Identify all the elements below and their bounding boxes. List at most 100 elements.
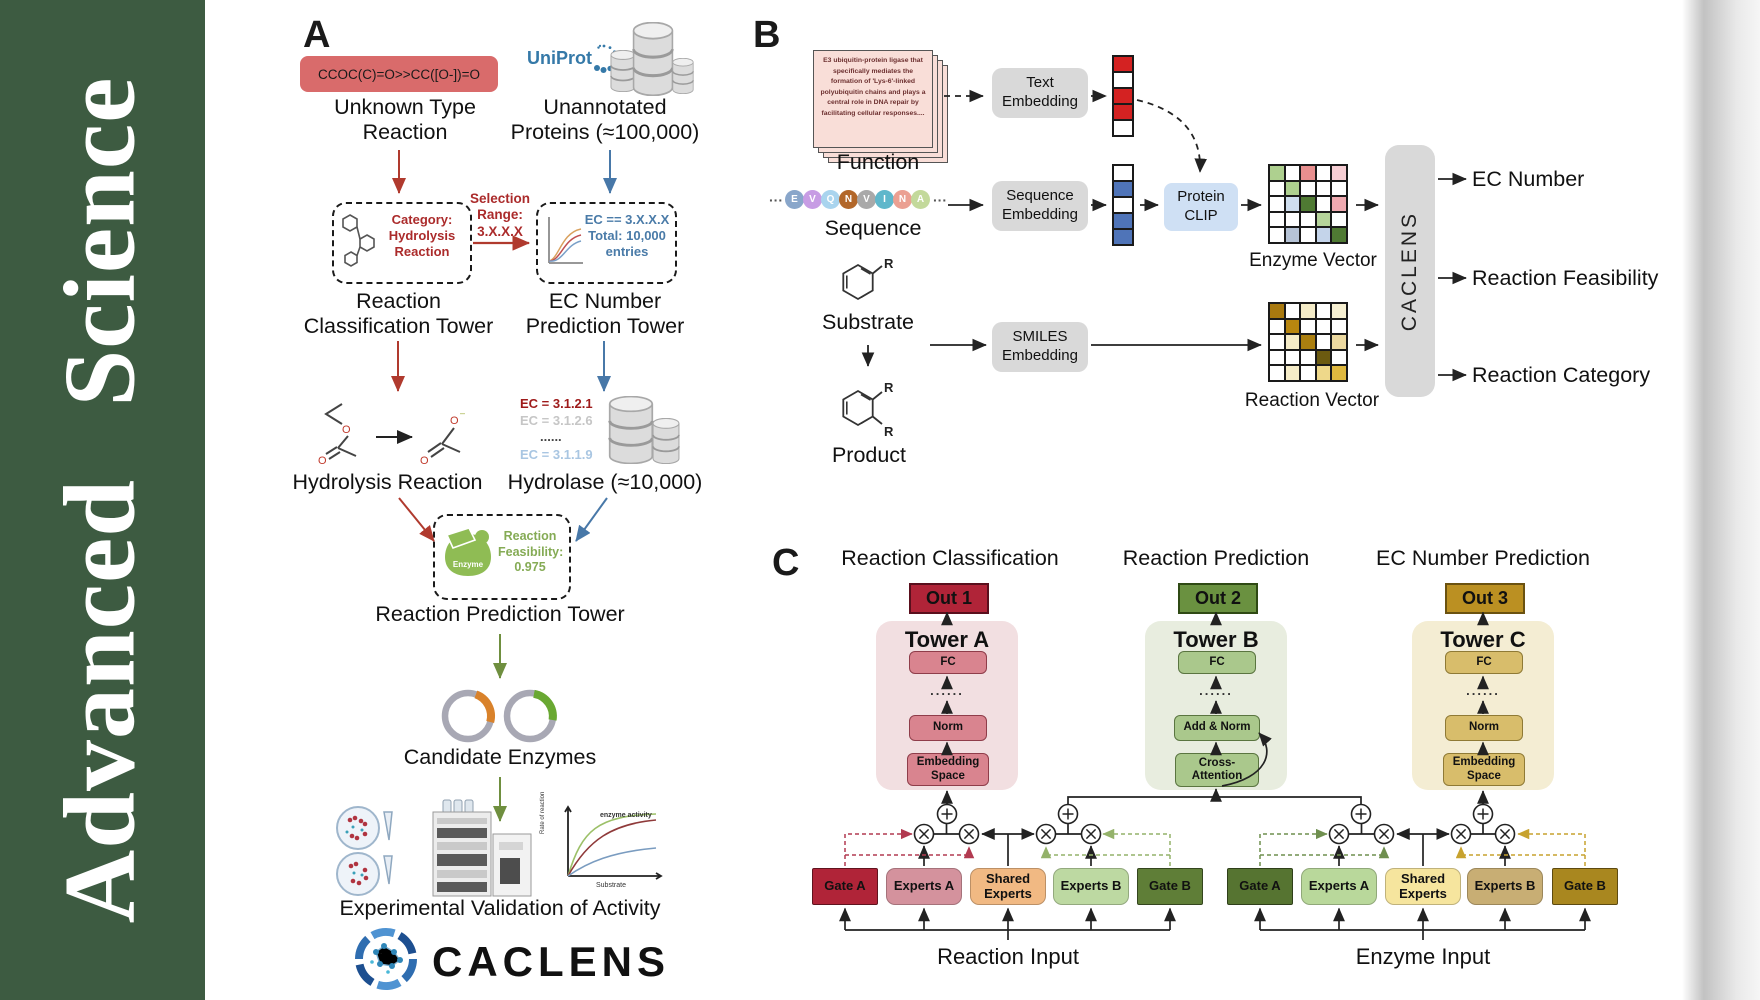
otimes-icon	[958, 823, 980, 845]
ec-item-2: EC = 3.1.2.6	[520, 413, 593, 428]
out3-box: Out 3	[1445, 583, 1525, 614]
database-icon	[652, 418, 680, 464]
rate-axis-label: Rate of reaction	[540, 791, 546, 834]
feasibility-text: Reaction Feasibility: 0.975	[498, 529, 564, 575]
text-embedding-box: Text Embedding	[992, 68, 1088, 118]
ec-item-1: EC = 3.1.2.1	[520, 396, 593, 411]
acetate-molecule-icon: O – O	[420, 408, 465, 467]
output-reaction-category: Reaction Category	[1472, 363, 1651, 387]
svg-text:O: O	[318, 455, 327, 467]
panel-b-label: B	[753, 14, 781, 56]
activity-graph-icon	[564, 805, 663, 880]
svg-text:–: –	[460, 408, 465, 418]
svg-text:O: O	[450, 415, 459, 427]
tower-c-dots: ......	[1466, 683, 1500, 698]
uniprot-logo: UniProt	[527, 48, 592, 68]
reaction-vector-matrix	[1268, 302, 1348, 382]
smiles-text: CCOC(C)=O>>CC([O-])=O	[317, 66, 480, 82]
otimes-icon	[1035, 823, 1057, 845]
feasibility-dashed-box	[433, 514, 571, 600]
reaction-vector-label: Reaction Vector	[1244, 390, 1380, 411]
caclens-wordmark: CACLENS	[432, 938, 671, 985]
otimes-icon	[1450, 823, 1472, 845]
enzyme-vector-label: Enzyme Vector	[1249, 250, 1377, 271]
sequence-label: Sequence	[824, 216, 922, 240]
gate-dashed-routes	[844, 828, 1586, 866]
mixer-icons	[913, 803, 1516, 845]
tower-b-fc: FC	[1178, 651, 1256, 674]
page-edge-shadow	[1682, 0, 1760, 1000]
protein-clip-box: Protein CLIP	[1164, 183, 1238, 231]
sequence-ellipsis-right: ···	[933, 191, 947, 208]
experimental-validation-label: Experimental Validation of Activity	[339, 896, 661, 920]
g2-gate-a: Gate A	[1227, 868, 1293, 905]
unannotated-proteins-label: Unannotated Proteins (≈100,000)	[510, 95, 700, 145]
tower-b-dots: ......	[1199, 683, 1233, 698]
tower-c-embedding-space: Embedding Space	[1443, 753, 1525, 786]
tower-a-norm: Norm	[909, 715, 987, 741]
panel-a-label: A	[303, 14, 331, 56]
otimes-icon	[1494, 823, 1516, 845]
substrate-axis-label: Substrate	[596, 882, 626, 889]
header-reaction-prediction: Reaction Prediction	[1122, 546, 1310, 570]
reaction-input-label: Reaction Input	[937, 944, 1079, 969]
function-label: Function	[836, 150, 920, 174]
oplus-icon	[1472, 803, 1494, 825]
g2-experts-a: Experts A	[1301, 868, 1377, 905]
database-icon	[672, 58, 694, 94]
ester-molecule-icon: O O	[318, 403, 357, 467]
ec-prediction-tower-label: EC Number Prediction Tower	[525, 289, 685, 339]
output-reaction-feasibility: Reaction Feasibility	[1472, 266, 1659, 290]
tower-c-fc: FC	[1445, 651, 1523, 674]
unknown-reaction-label: Unknown Type Reaction	[334, 95, 476, 145]
reaction-prediction-tower-label: Reaction Prediction Tower	[375, 602, 625, 626]
ec-dashed-box	[536, 202, 677, 284]
enzyme-input-label: Enzyme Input	[1355, 944, 1491, 969]
enzyme-blob-icon	[445, 527, 491, 576]
text-embedding-vector	[1112, 55, 1134, 137]
product-benzene-icon	[842, 389, 883, 427]
ec-selection-text: EC == 3.X.X.X Total: 10,000 entries	[584, 212, 670, 259]
oplus-icon	[936, 803, 958, 825]
header-ec-number-prediction: EC Number Prediction	[1376, 546, 1590, 570]
tower-b-add-norm: Add & Norm	[1174, 715, 1260, 741]
plasmid-icons	[441, 689, 557, 743]
oplus-icon	[1350, 803, 1372, 825]
enzyme-activity-label: enzyme activity	[600, 812, 652, 819]
panel-c-label: C	[772, 542, 800, 584]
reaction-classification-tower-label: Reaction Classification Tower	[303, 289, 494, 339]
tower-b-title: Tower B	[1173, 627, 1259, 652]
g1-gate-a: Gate A	[812, 868, 878, 905]
enzyme-vector-matrix	[1268, 164, 1348, 244]
tower-c-norm: Norm	[1445, 715, 1523, 741]
header-reaction-classification: Reaction Classification	[841, 546, 1059, 570]
curves-icon	[548, 217, 583, 264]
tower-c-title: Tower C	[1440, 627, 1526, 652]
out2-box: Out 2	[1178, 583, 1258, 614]
sequence-embedding-vector	[1112, 164, 1134, 246]
out1-box: Out 1	[909, 583, 989, 614]
hplc-instrument-icon	[432, 799, 532, 897]
g2-experts-b: Experts B	[1467, 868, 1543, 905]
g1-experts-b: Experts B	[1053, 868, 1129, 905]
enzyme-blob-label: Enzyme	[452, 560, 484, 569]
g1-shared-experts: Shared Experts	[970, 868, 1046, 905]
function-card-front: E3 ubiquitin-protein ligase that specifi…	[813, 50, 933, 148]
caclens-module: CACLENS	[1385, 145, 1435, 397]
ec-item-ellipsis: ......	[540, 429, 562, 444]
function-card-text: E3 ubiquitin-protein ligase that specifi…	[820, 57, 926, 117]
molecules-icon	[342, 214, 375, 267]
svg-text:O: O	[420, 455, 429, 467]
otimes-icon	[1328, 823, 1350, 845]
tower-a-title: Tower A	[904, 627, 990, 652]
smiles-embedding-box: SMILES Embedding	[992, 322, 1088, 372]
tower-a-fc: FC	[909, 651, 987, 674]
selection-range-text: Selection Range: 3.X.X.X	[469, 191, 531, 239]
tower-b-cross-attention: Cross- Attention	[1175, 753, 1259, 787]
substrate-label: Substrate	[821, 310, 915, 334]
tower-a-dots: ......	[930, 683, 964, 698]
svg-text:O: O	[342, 424, 351, 436]
journal-title: Advanced Science	[43, 76, 157, 924]
